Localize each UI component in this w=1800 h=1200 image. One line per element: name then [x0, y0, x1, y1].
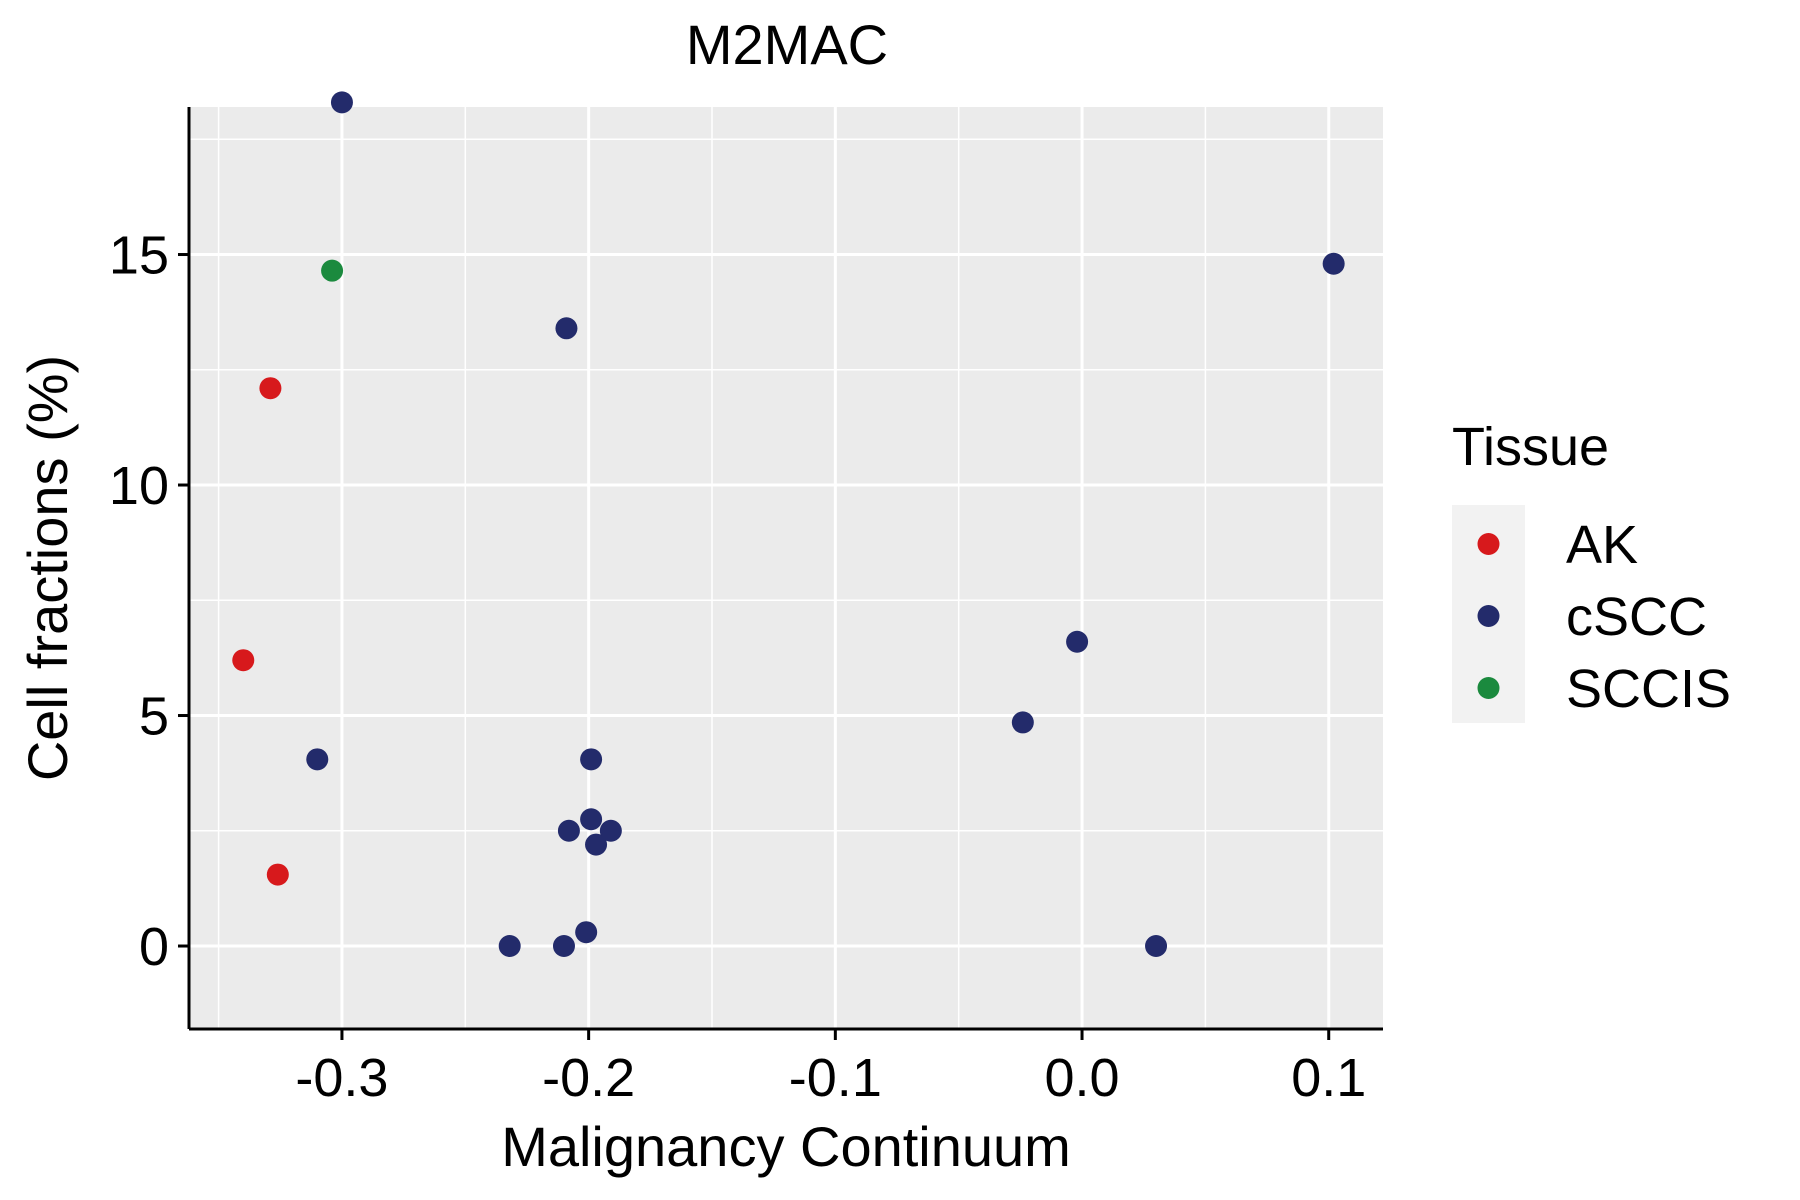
data-point-cscc: [557, 819, 580, 842]
major-gridlines: [189, 107, 1383, 1029]
x-tick-label: -0.2: [542, 1048, 635, 1108]
data-point-cscc: [498, 935, 521, 958]
legend-key-cscc: [1477, 605, 1500, 627]
y-axis-ticks: 0 5 10 15: [109, 226, 189, 977]
data-point-cscc: [306, 748, 329, 771]
data-point-cscc: [585, 833, 608, 856]
data-point-cscc: [1322, 252, 1345, 275]
data-point-cscc: [1011, 711, 1034, 734]
legend-label-ak: AK: [1566, 515, 1638, 575]
data-point-cscc: [552, 935, 575, 958]
y-axis-title: Cell fractions (%): [16, 355, 79, 781]
x-tick-label: 0.1: [1291, 1048, 1366, 1108]
data-point-ak: [259, 377, 282, 400]
x-tick-label: 0.0: [1044, 1048, 1119, 1108]
data-point-cscc: [330, 91, 353, 114]
y-tick-label: 0: [139, 917, 169, 977]
data-point-ak: [266, 863, 289, 886]
y-tick-label: 5: [139, 687, 169, 747]
x-tick-label: -0.1: [789, 1048, 882, 1108]
data-points: [232, 91, 1345, 958]
data-point-cscc: [1145, 935, 1168, 958]
data-point-sccis: [321, 259, 344, 282]
data-point-cscc: [580, 748, 603, 771]
x-axis-title: Malignancy Continuum: [501, 1115, 1071, 1178]
legend: Tissue AK cSCC SCCIS: [1452, 417, 1731, 723]
minor-gridlines: [189, 107, 1383, 1029]
plot-panel: [189, 107, 1383, 1029]
legend-key-sccis: [1477, 677, 1500, 699]
legend-label-sccis: SCCIS: [1566, 659, 1731, 719]
data-point-cscc: [599, 819, 622, 842]
x-tick-label: -0.3: [295, 1048, 388, 1108]
legend-entries: AK cSCC SCCIS: [1477, 515, 1731, 719]
data-point-cscc: [555, 317, 578, 340]
y-tick-label: 10: [109, 456, 169, 516]
data-point-cscc: [580, 808, 603, 831]
y-tick-label: 15: [109, 226, 169, 286]
legend-key-ak: [1477, 533, 1500, 555]
legend-title: Tissue: [1452, 417, 1609, 477]
legend-label-cscc: cSCC: [1566, 587, 1707, 647]
data-point-cscc: [575, 921, 598, 944]
chart-title: M2MAC: [686, 13, 888, 76]
data-point-cscc: [1066, 630, 1089, 653]
x-axis-ticks: -0.3 -0.2 -0.1 0.0 0.1: [295, 1029, 1366, 1108]
data-point-ak: [232, 649, 255, 672]
